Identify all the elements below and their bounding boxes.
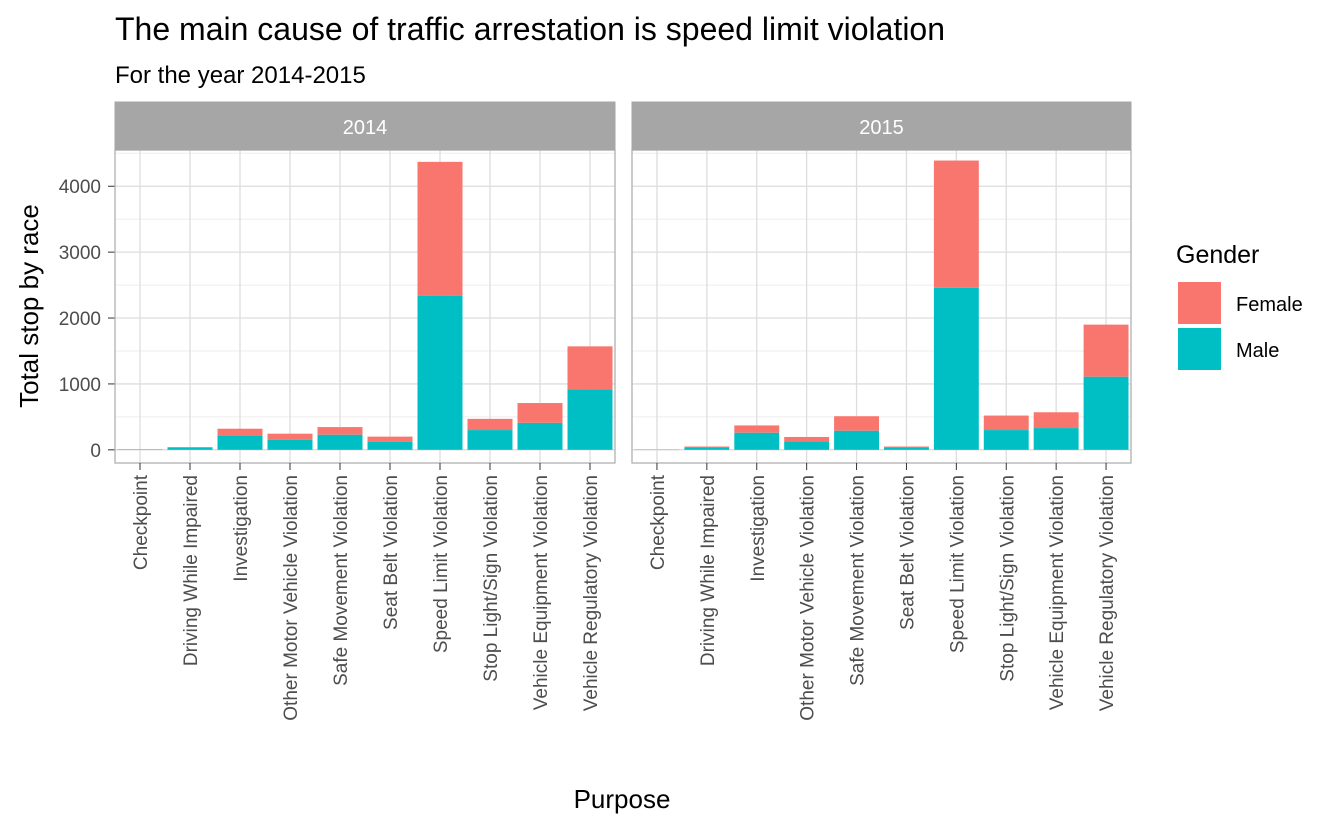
x-tick-label: Safe Movement Violation (331, 475, 352, 686)
bar-male (267, 439, 313, 450)
bar-female (517, 403, 563, 423)
y-tick-label: 0 (90, 441, 101, 462)
y-tick-label: 3000 (59, 243, 101, 264)
x-tick-label: Stop Light/Sign Violation (997, 475, 1018, 682)
bar-male (734, 432, 780, 450)
x-tick-label: Checkpoint (648, 474, 669, 570)
bar-female (1033, 412, 1079, 429)
facet-panel-2015: 2015 Checkpoint Driving While Impaired Inve… (631, 101, 1132, 721)
facet-strip (114, 101, 616, 151)
bar-female (684, 446, 730, 448)
x-tick-label: Other Motor Vehicle Violation (798, 475, 819, 721)
bar-female (933, 160, 979, 288)
bar-male (317, 434, 363, 450)
bar-female (217, 428, 263, 436)
plot-area: 0 1000 2000 3000 4000 2014 Checkpoint Driving W… (59, 101, 1132, 721)
bar-female (983, 415, 1029, 431)
bar-male (167, 447, 213, 450)
bar-female (317, 427, 363, 435)
legend-swatch-male (1178, 328, 1221, 370)
x-tick-label: Speed Limit Violation (431, 475, 452, 653)
y-tick-label: 2000 (59, 309, 101, 330)
bar-male (467, 430, 513, 450)
bar-female (883, 446, 929, 448)
bar-male (367, 441, 413, 450)
facet-strip-label: 2014 (343, 117, 388, 139)
x-tick-label: Driving While Impaired (698, 475, 719, 666)
bar-female (367, 436, 413, 442)
legend-label-female: Female (1236, 294, 1303, 316)
x-axis-title: Purpose (574, 784, 671, 814)
x-tick-label: Seat Belt Violation (897, 475, 918, 630)
bar-female (267, 433, 313, 440)
bar-male (933, 287, 979, 450)
chart-title: The main cause of traffic arrestation is… (115, 11, 945, 47)
bar-male (1083, 376, 1129, 450)
x-tick-label: Driving While Impaired (181, 475, 202, 666)
bar-male (217, 435, 263, 450)
chart-subtitle: For the year 2014-2015 (115, 62, 366, 89)
bar-male (417, 295, 463, 450)
bar-male (784, 441, 830, 450)
bar-female (1083, 324, 1129, 377)
bar-male (517, 422, 563, 450)
x-tick-label: Seat Belt Violation (381, 475, 402, 630)
legend: Gender Female Male (1176, 241, 1303, 370)
x-tick-label: Investigation (231, 475, 252, 582)
x-tick-label: Vehicle Equipment Violation (1047, 475, 1068, 710)
bar-male (684, 447, 730, 450)
x-tick-label: Vehicle Equipment Violation (531, 475, 552, 710)
bar-male (834, 430, 880, 450)
bar-male (883, 447, 929, 450)
facet-strip-label: 2015 (859, 117, 904, 139)
x-tick-label: Vehicle Regulatory Violation (1097, 475, 1118, 711)
x-tick-label: Vehicle Regulatory Violation (581, 475, 602, 711)
x-tick-label: Other Motor Vehicle Violation (281, 475, 302, 721)
y-tick-label: 4000 (59, 177, 101, 198)
facet-panel-2014: 2014 Checkpoint Driving While Impaired Inve… (114, 101, 616, 721)
bar-female (784, 436, 830, 442)
x-tick-label: Speed Limit Violation (947, 475, 968, 653)
bar-female (734, 425, 780, 433)
y-tick-label: 1000 (59, 375, 101, 396)
x-tick-label: Safe Movement Violation (848, 475, 869, 686)
bar-male (1033, 428, 1079, 450)
facet-strip (631, 101, 1132, 151)
x-tick-label: Investigation (748, 475, 769, 582)
bar-male (567, 389, 613, 450)
bar-female (567, 346, 613, 390)
bar-male (983, 430, 1029, 450)
panel-background (632, 150, 1131, 463)
legend-title: Gender (1176, 241, 1259, 269)
y-axis-title: Total stop by race (14, 204, 44, 408)
legend-label-male: Male (1236, 340, 1279, 362)
legend-swatch-female (1178, 282, 1221, 324)
bar-female (417, 161, 463, 296)
bar-female (834, 416, 880, 431)
bar-female (467, 418, 513, 431)
x-tick-label: Checkpoint (131, 474, 152, 570)
x-tick-label: Stop Light/Sign Violation (481, 475, 502, 682)
